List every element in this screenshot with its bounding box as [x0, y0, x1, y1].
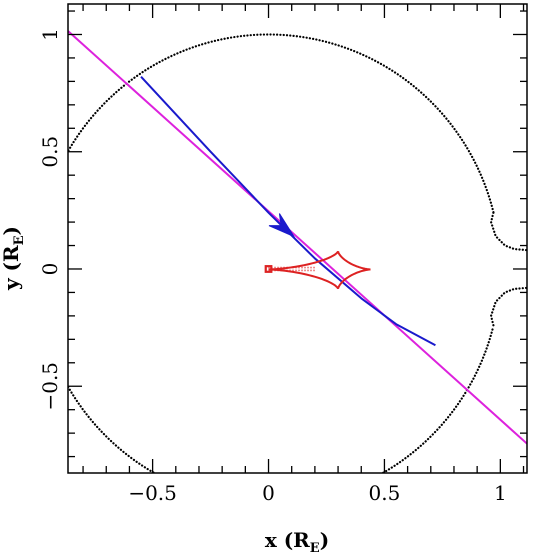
axis-labels: −0.5 0 0.5 1 −0.5 0 0.5 1 x (RE) y (RE)	[0, 28, 507, 555]
critical-curve-lower-branch	[489, 286, 527, 327]
y-tick-label: −0.5	[38, 362, 62, 411]
x-axis-title: x (RE)	[265, 528, 329, 555]
y-tick-label: 1	[38, 28, 62, 41]
y-axis-title: y (RE)	[0, 226, 27, 291]
critical-curve-upper-branch	[489, 211, 527, 252]
plot-frame	[67, 3, 528, 474]
axis-ticks	[68, 4, 527, 473]
x-tick-label: −0.5	[128, 481, 177, 505]
chart-marks	[68, 30, 527, 473]
critical-curve-main	[68, 33, 495, 473]
trajectory-line	[140, 76, 436, 347]
source-line	[68, 30, 527, 445]
x-tick-label: 0	[262, 481, 275, 505]
x-tick-label: 0.5	[369, 481, 401, 505]
y-tick-label: 0.5	[38, 136, 62, 168]
trajectory-arrow	[268, 213, 296, 238]
y-tick-label: 0	[38, 263, 62, 276]
x-tick-label: 1	[494, 481, 507, 505]
central-caustic	[264, 265, 273, 273]
planetary-caustic	[268, 250, 371, 290]
plot-area	[68, 30, 527, 473]
